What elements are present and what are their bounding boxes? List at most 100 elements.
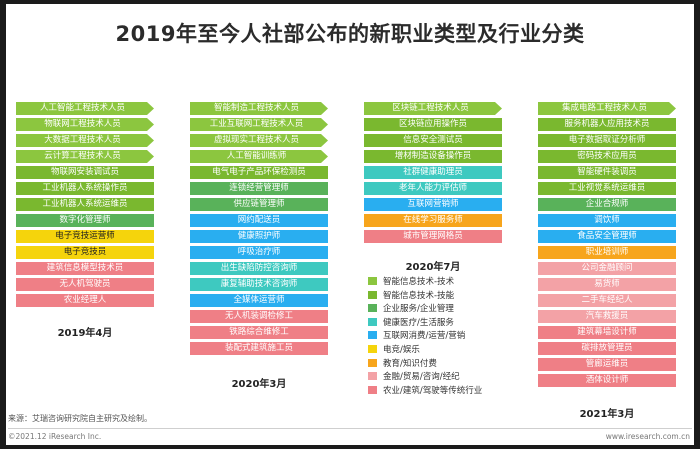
column-2021-03: 集成电路工程技术人员 服务机器人应用技术员 电子数据取证分析师 密码技术应用员 智能硬件… [538,102,676,390]
job-tag: 工业机器人系统操作员 [16,182,154,195]
legend-label: 金融/贸易/咨询/经纪 [383,372,460,383]
legend-item: 农业/建筑/驾驶等传统行业 [368,385,508,397]
job-tag-label: 工业视觉系统运维员 [568,183,646,193]
legend-label: 互联网消费/运营/营销 [383,331,466,342]
job-tag: 管廊运维员 [538,358,676,371]
job-tag-label: 调饮师 [594,215,620,225]
job-tag-label: 装配式建筑施工员 [224,343,293,353]
job-tag-label: 人工智能工程技术人员 [39,103,125,113]
job-tag: 公司金融顾问 [538,262,676,275]
job-tag-label: 智能硬件装调员 [577,167,637,177]
job-tag: 供应链管理师 [190,198,328,211]
job-tag: 工业机器人系统运维员 [16,198,154,211]
job-tag: 连锁经营管理师 [190,182,328,195]
job-tag: 无人机装调检修工 [190,310,328,323]
job-tag-label: 健康照护师 [237,231,281,241]
job-tag: 智能制造工程技术人员 [190,102,328,115]
job-tag: 铁路综合维修工 [190,326,328,339]
job-tag-label: 服务机器人应用技术员 [564,119,650,129]
job-tag: 装配式建筑施工员 [190,342,328,355]
job-tag: 二手车经纪人 [538,294,676,307]
job-tag-label: 无人机驾驶员 [59,279,111,289]
job-tag: 电子竞技运营师 [16,230,154,243]
job-tag-label: 酒体设计师 [585,375,629,385]
job-tag: 虚拟现实工程技术人员 [190,134,328,147]
job-tag-label: 建筑信息模型技术员 [46,263,124,273]
legend-item: 智能信息技术-技术 [368,277,508,288]
legend: 智能信息技术-技术 智能信息技术-技能 企业服务/企业管理 健康医疗/生活服务互联网消… [368,277,508,399]
job-tag: 云计算工程技术人员 [16,150,154,163]
period-label-2021-03: 2021年3月 [579,409,635,420]
job-tag: 物联网工程技术人员 [16,118,154,131]
legend-label: 教育/知识付费 [383,358,437,369]
job-tag: 数字化管理师 [16,214,154,227]
job-tag-label: 增材制造设备操作员 [394,151,472,161]
legend-item: 健康医疗/生活服务 [368,317,508,329]
footer-divider [8,428,692,429]
job-tag: 电气电子产品环保检测员 [190,166,328,179]
job-tag: 企业合规师 [538,198,676,211]
column-2020-07: 区块链工程技术人员 区块链应用操作员 信息安全测试员 增材制造设备操作员 社群健康助理员… [364,102,502,246]
legend-item: 企业服务/企业管理 [368,304,508,315]
job-tag-label: 铁路综合维修工 [229,327,289,337]
job-tag: 汽车救援员 [538,310,676,323]
job-tag: 出生缺陷防控咨询师 [190,262,328,275]
job-tag: 物联网安装调试员 [16,166,154,179]
job-tag: 职业培训师 [538,246,676,259]
job-tag: 增材制造设备操作员 [364,150,502,163]
legend-swatch [368,358,377,367]
job-tag-label: 管廊运维员 [585,359,629,369]
job-tag-label: 公司金融顾问 [581,263,633,273]
job-tag-label: 社群健康助理员 [403,167,463,177]
legend-item: 金融/贸易/咨询/经纪 [368,372,508,383]
legend-item: 电竞/娱乐 [368,344,508,356]
job-tag-label: 供应链管理师 [233,199,285,209]
job-tag-label: 密码技术应用员 [577,151,637,161]
job-tag: 网约配送员 [190,214,328,227]
job-tag: 密码技术应用员 [538,150,676,163]
period-label-2020-03: 2020年3月 [231,379,287,390]
legend-item: 智能信息技术-技能 [368,290,508,302]
job-tag-label: 碳排放管理员 [581,343,633,353]
job-tag-label: 呼吸治疗师 [237,247,281,257]
job-tag-label: 信息安全测试员 [403,135,463,145]
job-tag-label: 电子数据取证分析师 [568,135,646,145]
site-url: www.iresearch.com.cn [605,432,690,441]
job-tag-label: 工业机器人系统操作员 [42,183,128,193]
job-tag-label: 网约配送员 [237,215,281,225]
legend-label: 健康医疗/生活服务 [383,317,454,328]
job-tag-label: 人工智能训练师 [226,151,287,161]
legend-swatch [368,317,377,326]
legend-label: 电竞/娱乐 [383,344,420,355]
legend-swatch [368,372,377,381]
job-tag: 智能硬件装调员 [538,166,676,179]
job-tag: 老年人能力评估师 [364,182,502,195]
job-tag-label: 云计算工程技术人员 [44,151,121,161]
job-tag: 人工智能训练师 [190,150,328,163]
job-tag: 区块链应用操作员 [364,118,502,131]
job-tag: 集成电路工程技术人员 [538,102,676,115]
job-tag: 工业视觉系统运维员 [538,182,676,195]
job-tag: 在线学习服务师 [364,214,502,227]
job-tag: 人工智能工程技术人员 [16,102,154,115]
legend-label: 智能信息技术-技术 [383,277,455,287]
job-tag-label: 汽车救援员 [585,311,629,321]
period-label-2019-04: 2019年4月 [57,328,113,339]
legend-label: 企业服务/企业管理 [383,304,454,315]
job-tag: 无人机驾驶员 [16,278,154,291]
period-label-2020-07: 2020年7月 [405,262,461,273]
job-tag-label: 智能制造工程技术人员 [213,103,299,113]
infographic-frame: 2019年至今人社部公布的新职业类型及行业分类 人工智能工程技术人员 物联网工程技… [6,4,694,445]
job-tag: 呼吸治疗师 [190,246,328,259]
job-tag: 食品安全管理师 [538,230,676,243]
job-tag-label: 物联网安装调试员 [50,167,119,177]
job-tag: 建筑幕墙设计师 [538,326,676,339]
job-tag-label: 区块链应用操作员 [398,119,467,129]
copyright: ©2021.12 iResearch Inc. [8,432,102,441]
legend-swatch [368,277,377,285]
job-tag-label: 虚拟现实工程技术人员 [213,135,299,145]
job-tag-label: 康复辅助技术咨询师 [220,279,298,289]
job-tag-label: 易货师 [594,279,620,289]
legend-item: 教育/知识付费 [368,358,508,370]
legend-label: 智能信息技术-技能 [383,290,455,301]
